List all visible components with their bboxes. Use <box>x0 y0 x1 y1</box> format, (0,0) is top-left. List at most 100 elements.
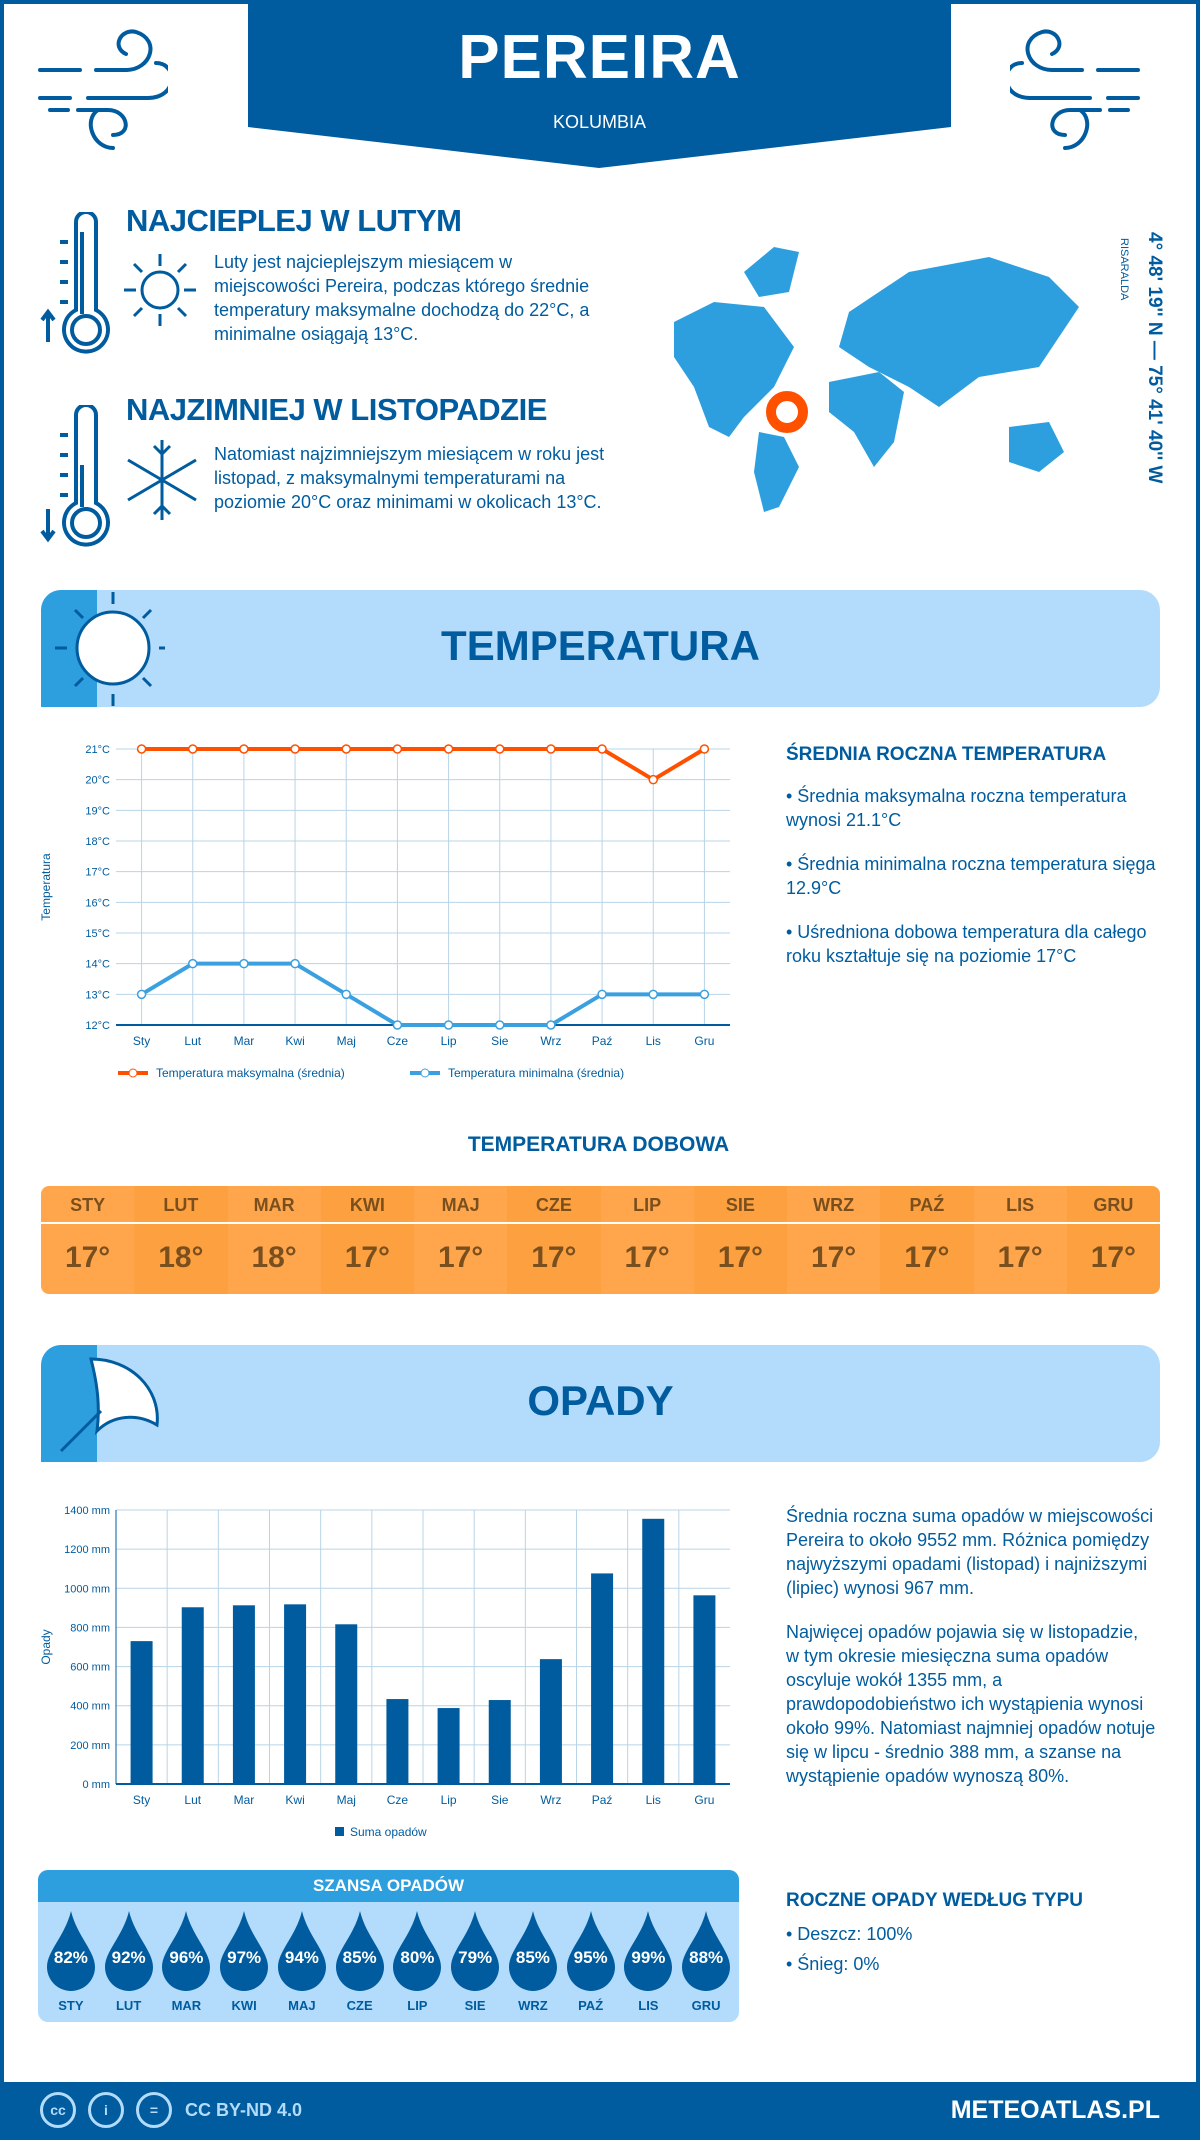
month-label: MAR <box>171 1998 202 2013</box>
x-tick-label: Lip <box>441 1034 457 1048</box>
temperature-chart: 12°C 13°C 14°C 15°C 16°C 17°C 18°C 19°C 20°C 21°C… <box>39 744 730 1080</box>
data-point <box>597 989 607 1000</box>
precip-chance-item: 96% MAR <box>158 1902 216 2022</box>
temp-value: 17° <box>344 1241 391 1274</box>
daily-temp-cell: MAJ 17° <box>414 1186 508 1294</box>
legend-swatch <box>335 1827 344 1836</box>
chance-value: 85% <box>515 1948 550 1967</box>
data-point <box>648 774 658 785</box>
month-label: STY <box>58 1998 84 2013</box>
daily-temp-title: TEMPERATURA DOBOWA <box>467 1133 730 1156</box>
chance-value: 99% <box>631 1948 666 1967</box>
y-tick-label: 17°C <box>85 867 110 879</box>
precip-summary: Średnia roczna suma opadów w miejscowośc… <box>786 1504 1156 1808</box>
x-tick-label: Lis <box>646 1793 661 1807</box>
raindrop-icon <box>393 1911 442 1991</box>
data-point <box>392 744 403 754</box>
data-point <box>699 989 710 1000</box>
series-line <box>140 961 705 1027</box>
site-link[interactable]: METEOATLAS.PL <box>950 2096 1160 2124</box>
precip-type-title: ROCZNE OPADY WEDŁUG TYPU <box>786 1890 1083 1911</box>
precip-chance-item: 79% SIE <box>446 1902 504 2022</box>
summary-bullet: • Średnia maksymalna roczna temperatura … <box>786 786 1127 830</box>
summary-bullet: • Średnia minimalna roczna temperatura s… <box>786 854 1156 898</box>
chance-value: 88% <box>689 1948 724 1967</box>
y-tick-label: 16°C <box>85 897 110 909</box>
warmest-text: Luty jest najcieplejszym miesiącem w mie… <box>214 252 590 344</box>
bar <box>539 1659 562 1784</box>
x-tick-label: Sie <box>491 1034 509 1048</box>
x-tick-label: Sty <box>133 1034 150 1048</box>
month-label: WRZ <box>518 1998 548 2013</box>
precip-banner: OPADY <box>41 1345 1160 1462</box>
x-tick-label: Kwi <box>285 1034 304 1048</box>
y-tick-label: 1400 mm <box>64 1505 110 1517</box>
bar <box>386 1699 409 1784</box>
data-point <box>648 989 658 1000</box>
month-label: WRZ <box>787 1186 881 1224</box>
summary-bullet: • Uśredniona dobowa temperatura dla całe… <box>786 922 1147 966</box>
precip-chance-item: 80% LIP <box>389 1902 447 2022</box>
x-tick-label: Lut <box>184 1793 201 1807</box>
y-tick-label: 12°C <box>85 1020 110 1032</box>
series-line <box>141 747 706 782</box>
daily-temp-cell: LIP 17° <box>600 1186 694 1294</box>
legend-marker <box>128 1068 138 1078</box>
precip-type-item: • Śnieg: 0% <box>786 1954 880 1974</box>
legend-marker <box>420 1068 430 1078</box>
month-label: PAŹ <box>578 1998 604 2013</box>
data-point <box>597 744 607 754</box>
precip-chart: 0 mm 200 mm 400 mm 600 mm 800 mm 1000 mm 1200 … <box>39 1505 730 1839</box>
x-tick-label: Paź <box>592 1793 613 1807</box>
month-label: MAJ <box>288 1998 316 2013</box>
y-tick-label: 800 mm <box>70 1622 110 1634</box>
x-tick-label: Maj <box>337 1793 356 1807</box>
license-link[interactable]: CC BY-ND 4.0 <box>185 2100 303 2120</box>
raindrop-icon <box>46 1911 95 1991</box>
y-axis-label: Temperatura <box>39 853 53 921</box>
raindrop-icon <box>566 1911 615 1991</box>
x-tick-label: Lis <box>646 1034 661 1048</box>
x-tick-label: Mar <box>234 1793 255 1807</box>
nd-icon: = <box>136 2092 172 2128</box>
daily-temp-cell: PAŹ 17° <box>880 1186 974 1294</box>
world-map <box>674 247 1079 512</box>
data-point <box>546 744 556 754</box>
y-tick-label: 400 mm <box>70 1701 110 1713</box>
month-label: MAJ <box>414 1186 508 1224</box>
daily-temp-table: STY 17° LUT 18° MAR 18° KWI 17° MAJ 17° CZE 17° LIP 1… <box>41 1186 1160 1294</box>
precip-chance-item: 88% GRU <box>677 1902 735 2022</box>
wind-icon <box>1010 29 1140 150</box>
y-tick-label: 1000 mm <box>64 1583 110 1595</box>
month-label: GRU <box>691 1998 721 2013</box>
chance-value: 85% <box>342 1948 377 1967</box>
legend-label: Suma opadów <box>350 1825 427 1839</box>
raindrop-icon <box>162 1911 211 1991</box>
by-icon: i <box>88 2092 124 2128</box>
coldest-text: Natomiast najzimniejszym miesiącem w rok… <box>214 444 605 512</box>
month-label: CZE <box>507 1186 601 1224</box>
temp-value: 17° <box>810 1241 857 1274</box>
data-point <box>341 989 351 1000</box>
raindrop-icon <box>277 1911 326 1991</box>
city-title: PEREIRA <box>458 23 741 92</box>
bar <box>488 1700 511 1784</box>
x-tick-label: Wrz <box>540 1034 561 1048</box>
month-label: GRU <box>1066 1186 1160 1224</box>
month-label: LUT <box>115 1998 142 2013</box>
x-tick-label: Sie <box>491 1793 509 1807</box>
bar <box>284 1604 307 1784</box>
y-tick-label: 20°C <box>85 775 110 787</box>
x-tick-label: Cze <box>387 1034 409 1048</box>
month-label: STY <box>41 1186 135 1224</box>
daily-temp-cell: CZE 17° <box>507 1186 601 1294</box>
precip-chance-item: 99% LIS <box>620 1902 678 2022</box>
temp-value: 17° <box>904 1241 950 1274</box>
y-tick-label: 0 mm <box>83 1779 111 1791</box>
data-point <box>290 744 300 754</box>
temperature-summary-title: ŚREDNIA ROCZNA TEMPERATURA <box>786 744 1107 765</box>
legend-label: Temperatura minimalna (średnia) <box>448 1066 624 1080</box>
raindrop-icon <box>508 1911 557 1991</box>
temp-value: 17° <box>531 1241 577 1274</box>
x-tick-label: Lip <box>441 1793 457 1807</box>
